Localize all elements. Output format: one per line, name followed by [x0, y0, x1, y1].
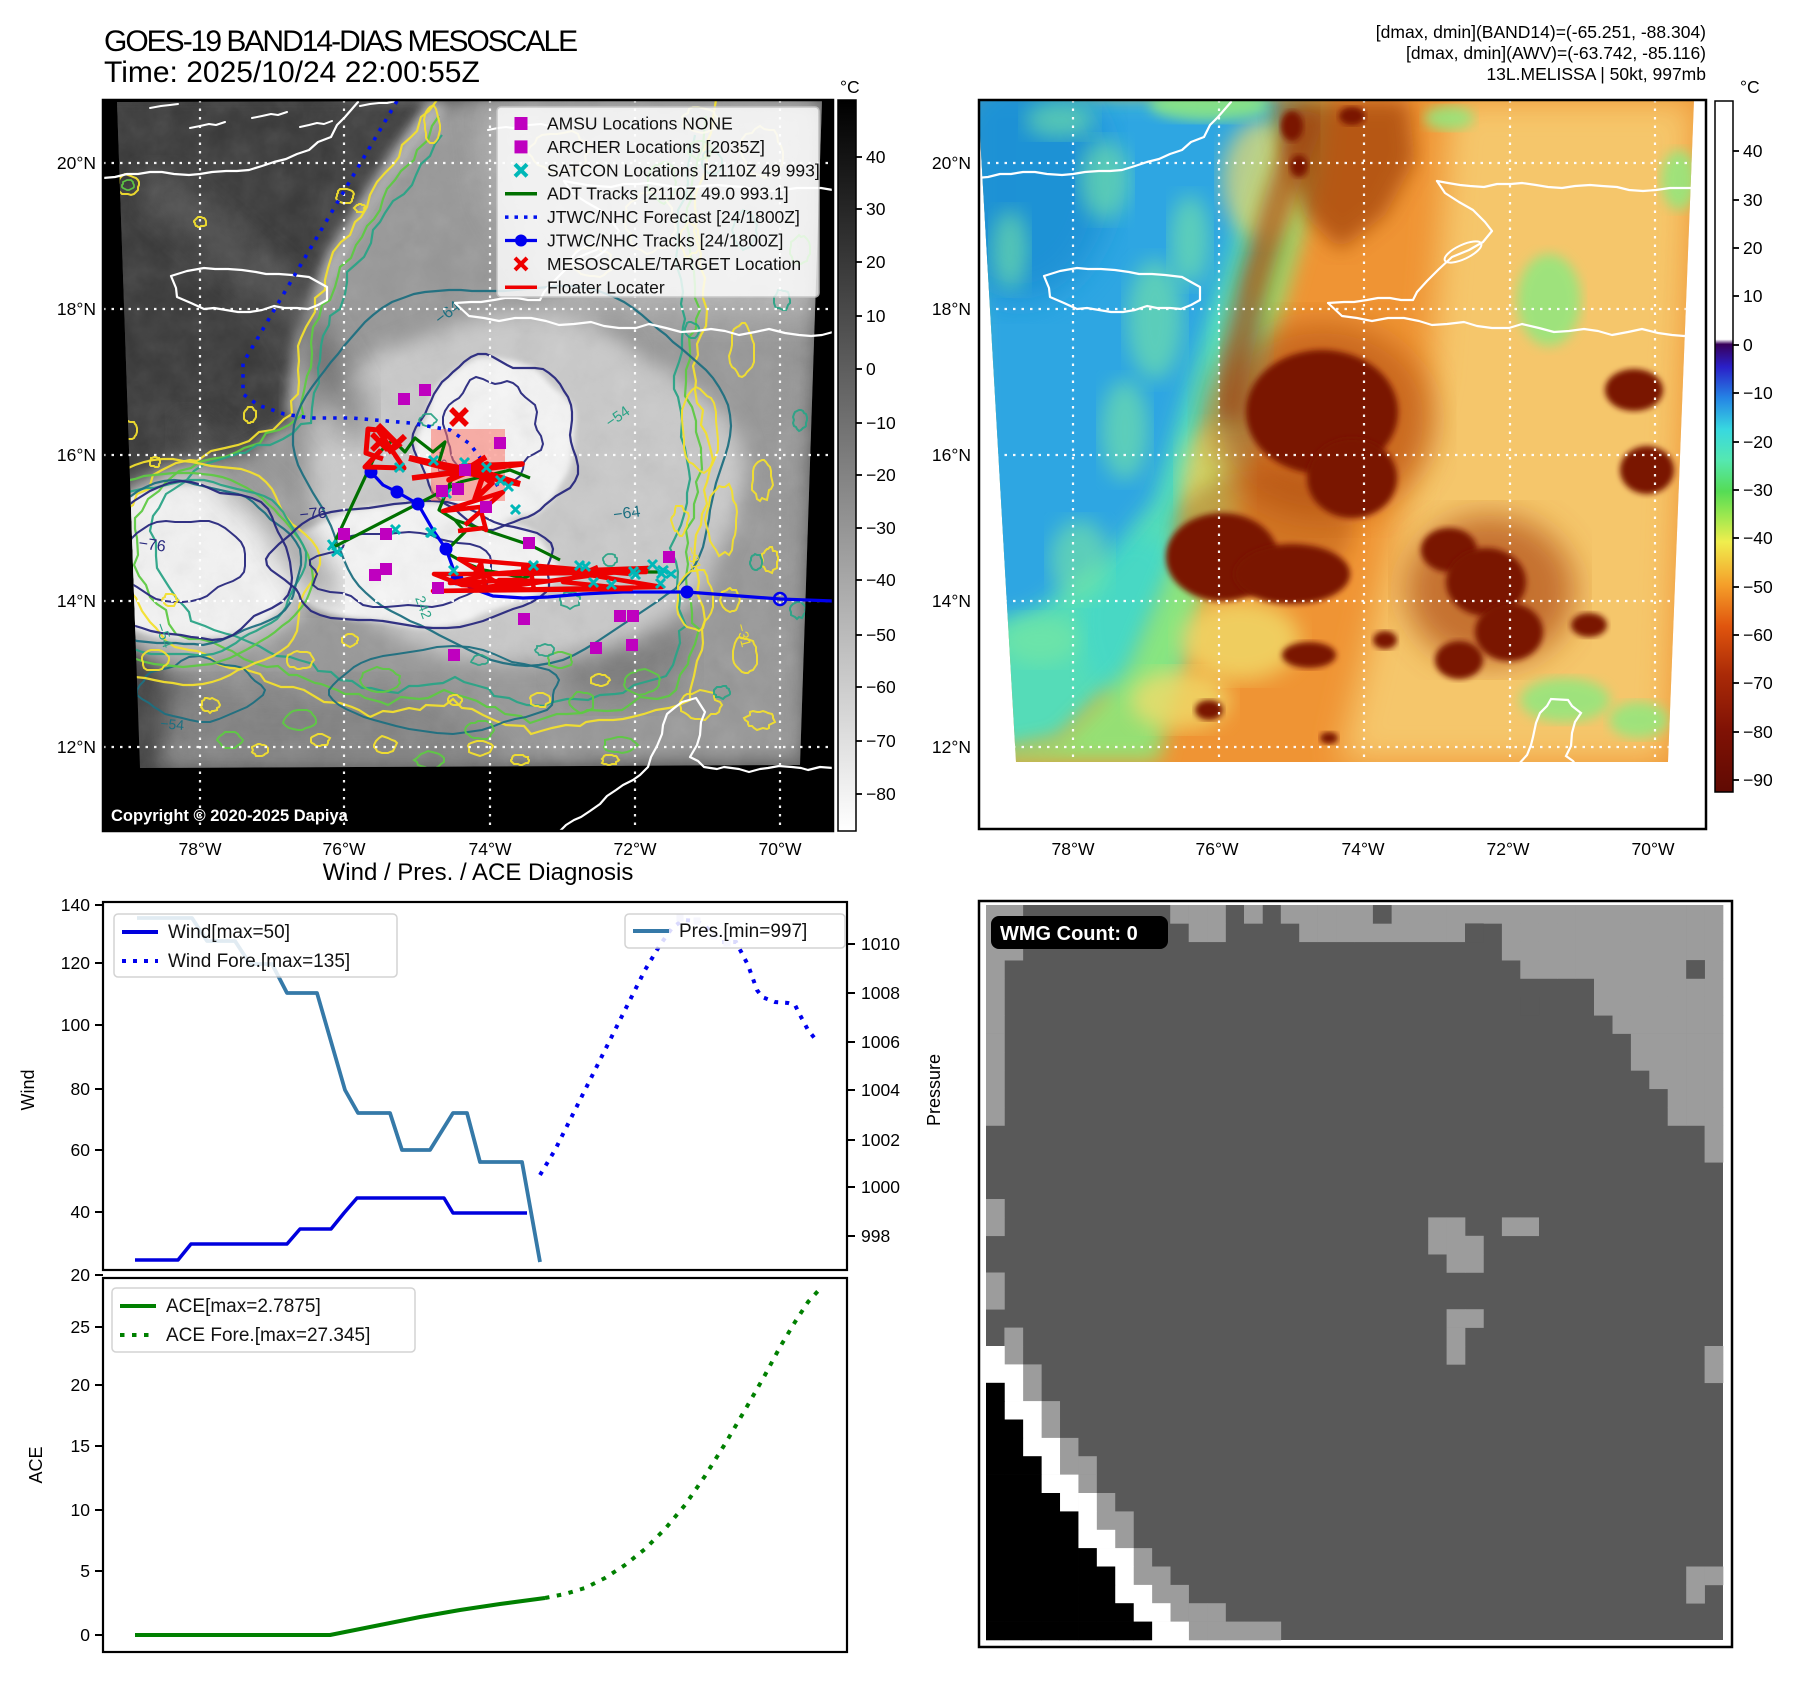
svg-text:[dmax, dmin](BAND14)=(-65.251,: [dmax, dmin](BAND14)=(-65.251, -88.304) — [1376, 22, 1706, 42]
svg-text:−76: −76 — [137, 535, 166, 556]
svg-text:−40: −40 — [1743, 528, 1773, 548]
svg-text:16°N: 16°N — [932, 445, 971, 465]
svg-text:30: 30 — [1743, 190, 1763, 210]
svg-text:ADT Tracks [2110Z 49.0 993.1]: ADT Tracks [2110Z 49.0 993.1] — [547, 184, 789, 204]
svg-text:1008: 1008 — [861, 983, 900, 1003]
svg-text:70°W: 70°W — [759, 839, 802, 859]
svg-text:25: 25 — [71, 1317, 90, 1337]
svg-text:18°N: 18°N — [932, 299, 971, 319]
svg-text:−40: −40 — [866, 570, 896, 590]
svg-text:120: 120 — [61, 953, 90, 973]
svg-text:12°N: 12°N — [57, 737, 96, 757]
svg-text:5: 5 — [80, 1561, 90, 1581]
svg-text:60: 60 — [71, 1140, 91, 1160]
svg-text:76°W: 76°W — [1196, 839, 1239, 859]
svg-text:−60: −60 — [1743, 625, 1773, 645]
svg-text:1000: 1000 — [861, 1177, 900, 1197]
svg-text:−60: −60 — [866, 677, 896, 697]
svg-text:SATCON Locations [2110Z 49 993: SATCON Locations [2110Z 49 993] — [547, 160, 820, 180]
svg-text:78°W: 78°W — [1052, 839, 1095, 859]
svg-text:JTWC/NHC Forecast [24/1800Z]: JTWC/NHC Forecast [24/1800Z] — [547, 207, 800, 227]
svg-text:1006: 1006 — [861, 1032, 900, 1052]
svg-text:−10: −10 — [866, 413, 896, 433]
svg-text:−30: −30 — [1743, 480, 1773, 500]
svg-text:ACE[max=2.7875]: ACE[max=2.7875] — [166, 1296, 321, 1317]
svg-text:40: 40 — [866, 147, 886, 167]
svg-text:70°W: 70°W — [1632, 839, 1675, 859]
svg-text:10: 10 — [866, 306, 886, 326]
svg-text:15: 15 — [71, 1436, 90, 1456]
svg-text:ACE: ACE — [26, 1446, 46, 1483]
svg-text:72°W: 72°W — [1487, 839, 1530, 859]
svg-text:13L.MELISSA | 50kt, 997mb: 13L.MELISSA | 50kt, 997mb — [1486, 64, 1706, 84]
svg-text:14°N: 14°N — [57, 591, 96, 611]
svg-text:140: 140 — [61, 895, 90, 915]
svg-text:Time: 2025/10/24 22:00:55Z: Time: 2025/10/24 22:00:55Z — [104, 56, 480, 89]
svg-text:78°W: 78°W — [179, 839, 222, 859]
svg-text:−20: −20 — [866, 465, 896, 485]
svg-text:−54: −54 — [160, 715, 185, 733]
svg-text:Pres.[min=997]: Pres.[min=997] — [679, 921, 807, 942]
svg-text:Pressure: Pressure — [924, 1054, 944, 1126]
svg-text:Floater Locater: Floater Locater — [547, 277, 665, 297]
svg-text:MESOSCALE/TARGET Location: MESOSCALE/TARGET Location — [547, 254, 801, 274]
svg-text:0: 0 — [866, 359, 876, 379]
svg-text:ACE Fore.[max=27.345]: ACE Fore.[max=27.345] — [166, 1325, 370, 1346]
svg-text:20: 20 — [866, 252, 886, 272]
svg-text:ARCHER Locations [2035Z]: ARCHER Locations [2035Z] — [547, 137, 765, 157]
svg-text:72°W: 72°W — [614, 839, 657, 859]
svg-text:°C: °C — [1740, 77, 1760, 97]
svg-text:1002: 1002 — [861, 1130, 900, 1150]
svg-text:−70: −70 — [866, 731, 896, 751]
svg-text:18°N: 18°N — [57, 299, 96, 319]
svg-text:80: 80 — [71, 1079, 91, 1099]
svg-text:0: 0 — [80, 1625, 90, 1645]
svg-text:20: 20 — [71, 1265, 91, 1285]
svg-text:GOES-19 BAND14-DIAS MESOSCALE: GOES-19 BAND14-DIAS MESOSCALE — [104, 25, 577, 58]
svg-text:12°N: 12°N — [932, 737, 971, 757]
svg-text:−76: −76 — [299, 505, 328, 524]
svg-text:−30: −30 — [866, 518, 896, 538]
svg-text:Wind / Pres. / ACE Diagnosis: Wind / Pres. / ACE Diagnosis — [323, 859, 634, 886]
svg-text:20°N: 20°N — [57, 153, 96, 173]
svg-text:16°N: 16°N — [57, 445, 96, 465]
svg-text:Wind Fore.[max=135]: Wind Fore.[max=135] — [168, 951, 350, 972]
svg-text:10: 10 — [71, 1500, 91, 1520]
svg-text:Copyright © 2020-2025 Dapiya: Copyright © 2020-2025 Dapiya — [111, 807, 349, 825]
svg-text:30: 30 — [866, 199, 886, 219]
svg-text:−31: −31 — [733, 622, 755, 649]
svg-text:JTWC/NHC Tracks [24/1800Z]: JTWC/NHC Tracks [24/1800Z] — [547, 231, 783, 251]
svg-text:−31: −31 — [683, 545, 705, 572]
svg-text:10: 10 — [1743, 286, 1763, 306]
svg-text:−90: −90 — [1743, 770, 1773, 790]
svg-text:Wind: Wind — [18, 1069, 38, 1110]
svg-text:40: 40 — [1743, 141, 1763, 161]
svg-text:20: 20 — [71, 1375, 91, 1395]
svg-text:Wind[max=50]: Wind[max=50] — [168, 922, 290, 943]
svg-text:998: 998 — [861, 1226, 890, 1246]
svg-text:−10: −10 — [1743, 383, 1773, 403]
svg-text:−80: −80 — [1743, 722, 1773, 742]
svg-text:WMG Count: 0: WMG Count: 0 — [1000, 923, 1138, 945]
svg-text:20: 20 — [1743, 238, 1763, 258]
svg-text:1004: 1004 — [861, 1080, 900, 1100]
svg-text:40: 40 — [71, 1202, 91, 1222]
svg-text:74°W: 74°W — [469, 839, 512, 859]
svg-text:−20: −20 — [1743, 432, 1773, 452]
svg-text:−50: −50 — [1743, 577, 1773, 597]
svg-text:0: 0 — [1743, 335, 1753, 355]
svg-text:−80: −80 — [866, 784, 896, 804]
svg-text:1010: 1010 — [861, 934, 900, 954]
svg-text:−50: −50 — [866, 625, 896, 645]
svg-text:AMSU Locations NONE: AMSU Locations NONE — [547, 114, 733, 134]
svg-text:−70: −70 — [1743, 673, 1773, 693]
svg-text:76°W: 76°W — [323, 839, 366, 859]
svg-text:20°N: 20°N — [932, 153, 971, 173]
svg-text:°C: °C — [840, 77, 860, 97]
svg-text:[dmax, dmin](AWV)=(-63.742, -8: [dmax, dmin](AWV)=(-63.742, -85.116) — [1406, 43, 1706, 63]
svg-text:74°W: 74°W — [1342, 839, 1385, 859]
svg-text:100: 100 — [61, 1015, 90, 1035]
svg-text:14°N: 14°N — [932, 591, 971, 611]
